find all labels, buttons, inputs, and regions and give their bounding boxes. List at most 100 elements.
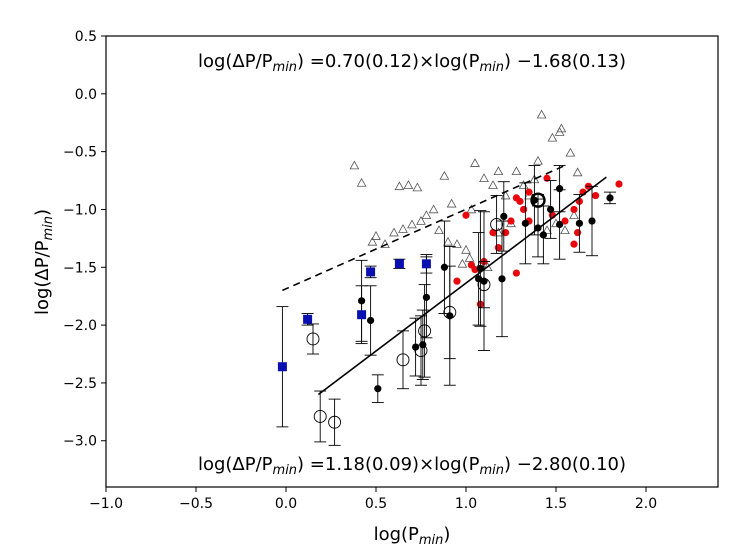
data-point [494, 244, 502, 252]
data-point [421, 259, 431, 269]
data-point [367, 316, 375, 325]
data-point [306, 332, 320, 346]
data-point [470, 158, 480, 167]
plot-frame [105, 35, 719, 488]
data-point [313, 410, 327, 423]
data-point [443, 305, 457, 319]
data-point [477, 278, 491, 292]
data-point [439, 170, 450, 180]
y-tick-label: −3.0 [63, 434, 97, 450]
data-point [539, 231, 548, 239]
data-point [533, 155, 543, 165]
data-point [356, 177, 367, 187]
fit-line-dashed [282, 164, 566, 292]
data-point [389, 227, 399, 237]
data-point [394, 259, 404, 269]
data-point [570, 240, 578, 248]
series-open-circles-with-error-bars [306, 192, 546, 446]
y-tick-label: −2.0 [63, 318, 97, 334]
y-tick-label: −1.5 [63, 260, 97, 276]
data-point [457, 258, 468, 268]
data-point [277, 362, 287, 372]
data-point [371, 231, 381, 240]
data-point [412, 182, 423, 192]
data-point [565, 147, 576, 157]
data-point [489, 228, 497, 237]
data-point [452, 239, 462, 248]
data-point [524, 190, 534, 200]
data-point [471, 265, 479, 274]
data-point [303, 314, 313, 324]
data-point [416, 216, 426, 225]
y-axis-title: log(ΔP/Pmin) [32, 209, 56, 315]
plot-content [276, 109, 623, 446]
data-point [500, 212, 508, 220]
data-point [466, 204, 477, 214]
data-point [403, 180, 414, 189]
data-point [443, 236, 453, 246]
data-point [464, 253, 475, 262]
x-tick-label: 0.0 [275, 496, 297, 512]
data-point [511, 166, 522, 176]
data-point [446, 198, 457, 208]
data-point [396, 353, 410, 367]
data-point [606, 194, 614, 202]
y-tick-label: −2.5 [63, 376, 97, 392]
top-fit-equation: log(ΔP/Pmin) =0.70(0.12)×log(Pmin) −1.68… [198, 51, 626, 75]
data-point [398, 224, 408, 233]
series-blue-squares-with-error-bars [276, 254, 433, 428]
data-point [525, 188, 533, 196]
data-point [434, 225, 444, 235]
data-point [530, 192, 546, 208]
data-point [462, 211, 470, 219]
data-point [428, 204, 439, 214]
x-tick-label: 1.0 [455, 496, 477, 512]
data-point [556, 220, 564, 229]
data-point [615, 180, 623, 188]
data-point [502, 228, 510, 237]
data-point [561, 217, 569, 225]
data-point [556, 123, 567, 133]
data-point [498, 275, 506, 283]
x-tick-label: 0.5 [365, 496, 387, 512]
data-point [588, 217, 596, 225]
data-point [490, 218, 504, 231]
x-tick-label: −1.0 [89, 496, 123, 512]
data-point [374, 385, 382, 393]
series-open-triangles [349, 109, 583, 272]
data-point [407, 219, 417, 229]
data-point [418, 324, 432, 338]
data-point [349, 160, 360, 170]
data-point [328, 415, 342, 429]
y-tick-label: 0.0 [75, 87, 97, 103]
bottom-fit-equation: log(ΔP/Pmin) =1.18(0.09)×log(Pmin) −2.80… [198, 454, 626, 478]
data-point [507, 217, 515, 225]
data-point [394, 181, 405, 191]
data-point [575, 219, 584, 227]
data-point [560, 225, 570, 235]
data-point [520, 205, 528, 214]
x-tick-label: 1.5 [545, 496, 567, 512]
data-point [440, 263, 448, 271]
axis-ticks: −1.0 −0.5 0.0 0.5 1.0 1.5 2.0 −3.0 −2.5 −2.0 −1.5 −… [63, 29, 657, 512]
data-point [572, 167, 583, 177]
data-point [542, 225, 552, 235]
x-axis-title: log(Pmin) [374, 524, 451, 548]
data-point [367, 236, 378, 246]
data-point [512, 269, 521, 277]
data-point [414, 344, 428, 357]
data-point [556, 185, 564, 193]
data-point [479, 173, 489, 182]
data-point [592, 191, 600, 200]
data-point [547, 205, 555, 214]
data-point [574, 228, 582, 237]
data-point [521, 219, 530, 227]
data-point [488, 180, 498, 189]
x-tick-label: 2.0 [635, 496, 657, 512]
data-point [570, 205, 578, 214]
data-point [482, 262, 493, 272]
y-tick-label: −0.5 [63, 145, 97, 161]
y-tick-label: 0.5 [75, 29, 97, 45]
data-point [366, 267, 376, 277]
